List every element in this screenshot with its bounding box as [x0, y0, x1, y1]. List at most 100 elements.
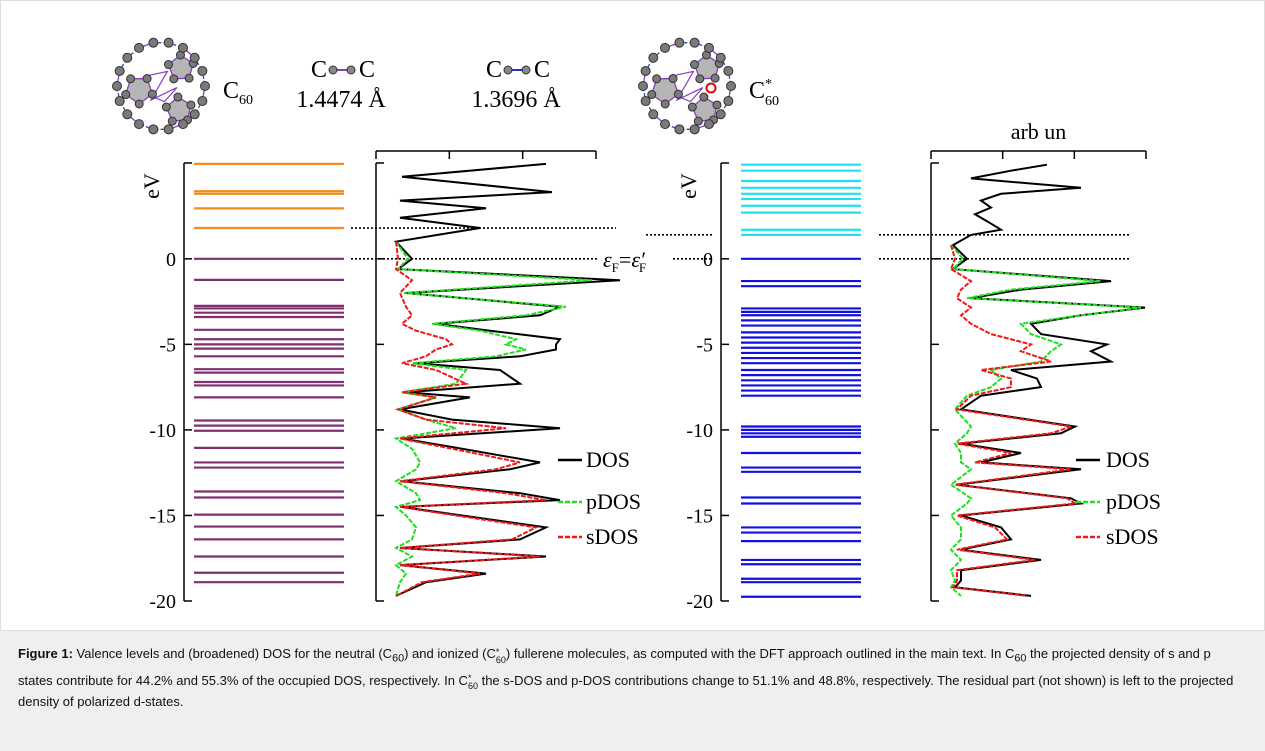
- atom: [164, 61, 172, 69]
- atom: [727, 82, 736, 91]
- atom: [123, 110, 132, 119]
- dos-curve: [396, 242, 592, 596]
- atom: [185, 74, 193, 82]
- atom: [164, 125, 173, 134]
- caption-sub: 60: [1014, 653, 1026, 665]
- page: {"molecules": [{"symbol": "C", "subscrip…: [0, 0, 1265, 751]
- atom: [690, 38, 699, 47]
- atom-symbol: C: [486, 57, 502, 83]
- caption-sub: 60: [468, 681, 478, 691]
- atom: [149, 38, 158, 47]
- legend-label: pDOS: [1106, 489, 1161, 514]
- atom: [711, 74, 719, 82]
- figure: C60C*60CC1.4474 ÅCC1.3696 Å0-5-10-15-20e…: [0, 0, 1265, 631]
- atom: [149, 125, 158, 134]
- atom: [179, 43, 188, 52]
- subscript: F: [639, 260, 646, 275]
- atom: [170, 75, 178, 83]
- fermi-label: εF=ε′F: [603, 247, 646, 275]
- superscript: *: [765, 77, 772, 92]
- atom: [653, 75, 661, 83]
- atom: [688, 103, 696, 111]
- atom: [641, 97, 650, 106]
- atom-symbol: C: [534, 57, 550, 83]
- molecule-label: C* 60: [749, 77, 779, 109]
- atom: [675, 38, 684, 47]
- atom: [198, 66, 207, 75]
- y-tick-label: -5: [696, 334, 713, 356]
- atom: [716, 110, 725, 119]
- atom: [115, 97, 124, 106]
- removed-electron-atom: [707, 84, 716, 93]
- y-tick-label: -5: [159, 334, 176, 356]
- atom: [143, 75, 151, 83]
- atom: [674, 90, 682, 98]
- legend-label: pDOS: [586, 489, 641, 514]
- atom: [700, 93, 708, 101]
- atom: [174, 93, 182, 101]
- symbol: C: [749, 78, 765, 104]
- caption-text: ) and ionized (C: [404, 646, 496, 661]
- atom: [724, 66, 733, 75]
- caption-script: *60: [496, 649, 506, 664]
- caption-script: *60: [468, 675, 478, 690]
- y-tick-label: -10: [149, 420, 176, 442]
- atom: [179, 120, 188, 129]
- legend-label: sDOS: [586, 524, 639, 549]
- atom: [661, 100, 669, 108]
- atom: [690, 125, 699, 134]
- atom: [201, 82, 210, 91]
- caption-sub: 60: [496, 655, 506, 665]
- atom: [716, 53, 725, 62]
- bond-length: 1.3696 Å: [471, 87, 561, 113]
- molecule-label: C60: [223, 78, 253, 108]
- atom: [522, 66, 530, 74]
- atom: [696, 75, 704, 83]
- atom: [705, 43, 714, 52]
- x-axis-label: arb un: [1011, 119, 1067, 144]
- atom: [694, 117, 702, 125]
- atom: [135, 100, 143, 108]
- atom: [123, 53, 132, 62]
- caption-sub: 60: [392, 653, 404, 665]
- atom: [187, 101, 195, 109]
- atom: [641, 66, 650, 75]
- legend-label: DOS: [586, 447, 630, 472]
- atom: [198, 97, 207, 106]
- bond-length: 1.4474 Å: [296, 87, 386, 113]
- caption: Figure 1: Valence levels and (broadened)…: [0, 631, 1265, 751]
- y-tick-label: 0: [703, 249, 713, 271]
- atom: [705, 120, 714, 129]
- caption-label: Figure 1:: [18, 646, 73, 661]
- y-tick-label: -15: [149, 505, 176, 527]
- atom: [113, 82, 122, 91]
- atom: [713, 101, 721, 109]
- legend-label: sDOS: [1106, 524, 1159, 549]
- y-axis-label: eV: [139, 173, 164, 199]
- atom: [661, 43, 670, 52]
- molecule-icon: [113, 38, 210, 134]
- atom: [724, 97, 733, 106]
- caption-text: Valence levels and (broadened) DOS for t…: [73, 646, 392, 661]
- y-tick-label: -20: [686, 591, 713, 613]
- y-tick-label: -20: [149, 591, 176, 613]
- legend-label: DOS: [1106, 447, 1150, 472]
- y-tick-label: -10: [686, 420, 713, 442]
- atom-symbol: C: [359, 57, 375, 83]
- y-tick-label: 0: [166, 249, 176, 271]
- atom: [504, 66, 512, 74]
- atom: [135, 43, 144, 52]
- subscript: F: [612, 260, 619, 275]
- equals: =: [619, 247, 631, 272]
- atom: [190, 53, 199, 62]
- atom: [164, 38, 173, 47]
- atom: [661, 120, 670, 129]
- atom: [675, 125, 684, 134]
- subscript: 60: [765, 94, 779, 109]
- atom: [347, 66, 355, 74]
- atom-symbol: C: [311, 57, 327, 83]
- atom: [190, 110, 199, 119]
- atom: [690, 61, 698, 69]
- atom: [148, 90, 156, 98]
